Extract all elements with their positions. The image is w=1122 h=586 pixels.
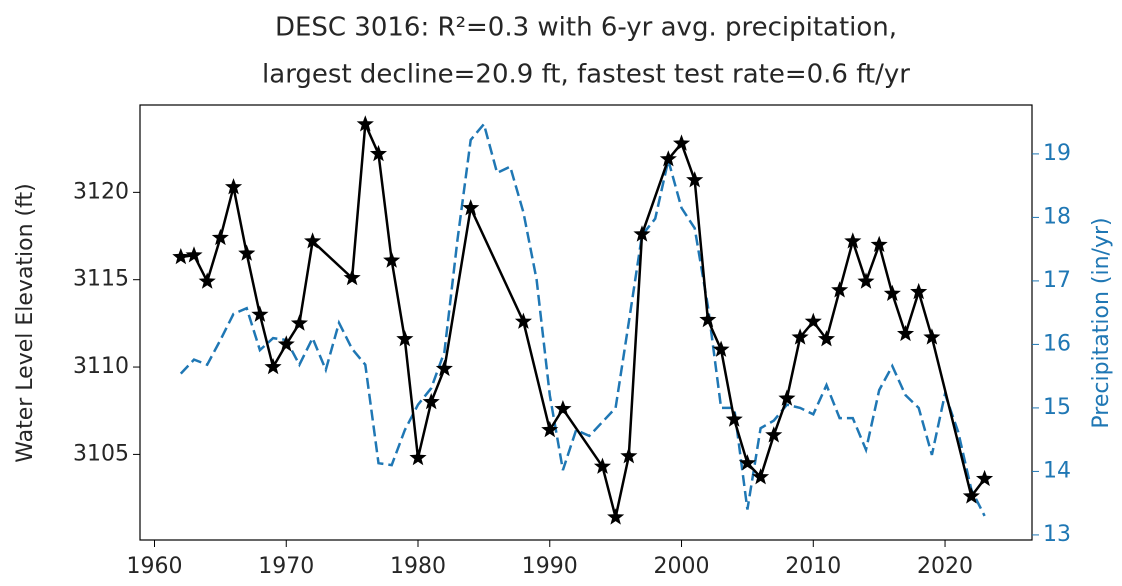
star-marker <box>593 457 611 474</box>
star-marker <box>804 312 822 329</box>
plot-frame <box>139 104 1033 541</box>
star-marker <box>844 232 862 249</box>
star-marker <box>356 115 374 132</box>
star-marker <box>699 310 717 328</box>
star-marker <box>910 282 928 300</box>
star-marker <box>238 244 256 261</box>
star-marker <box>172 248 190 265</box>
x-tick-label: 1970 <box>258 554 314 579</box>
y2-tick-label: 19 <box>1043 141 1071 166</box>
star-marker <box>211 228 229 246</box>
x-tick-label: 2010 <box>785 554 841 579</box>
star-marker <box>422 393 440 410</box>
star-marker <box>791 328 809 345</box>
star-marker <box>857 272 875 289</box>
star-marker <box>225 178 243 195</box>
star-marker <box>277 335 295 352</box>
star-marker <box>752 468 770 485</box>
y2-tick-label: 16 <box>1043 331 1071 356</box>
chart-subtitle: largest decline=20.9 ft, fastest test ra… <box>262 60 910 90</box>
y-tick-label: 3105 <box>73 441 129 466</box>
star-marker <box>185 246 203 263</box>
star-marker <box>290 314 308 331</box>
star-marker <box>554 400 572 417</box>
star-marker <box>514 312 532 329</box>
star-marker <box>541 420 559 438</box>
star-marker <box>396 330 414 347</box>
y2-tick-label: 15 <box>1043 395 1071 420</box>
star-marker <box>251 305 269 322</box>
star-marker <box>870 235 888 252</box>
star-marker <box>738 454 756 471</box>
x-tick-label: 2000 <box>654 554 710 579</box>
series-line <box>179 121 986 517</box>
y2-tick-label: 13 <box>1043 522 1071 547</box>
y2-tick-label: 17 <box>1043 268 1071 293</box>
y2-tick-label: 14 <box>1043 458 1071 483</box>
x-tick-label: 1990 <box>522 554 578 579</box>
y2-axis-label: Precipitation (in/yr) <box>1089 217 1114 428</box>
y-tick-label: 3110 <box>73 354 129 379</box>
star-marker <box>462 199 480 216</box>
star-marker <box>198 272 216 289</box>
x-tick-label: 2020 <box>917 554 973 579</box>
star-marker <box>264 358 282 375</box>
star-marker <box>831 281 849 298</box>
star-marker <box>897 324 915 342</box>
star-marker <box>923 328 941 345</box>
y2-tick-label: 18 <box>1043 204 1071 229</box>
star-marker <box>435 359 453 377</box>
star-marker <box>712 340 730 357</box>
star-marker <box>659 150 677 167</box>
star-marker <box>607 508 625 525</box>
star-marker <box>976 469 994 487</box>
star-marker <box>633 225 651 242</box>
x-tick-label: 1980 <box>390 554 446 579</box>
series-line <box>180 123 986 518</box>
star-marker <box>620 447 638 464</box>
star-marker <box>883 284 901 301</box>
star-marker <box>369 144 387 162</box>
star-marker <box>765 426 783 443</box>
star-marker <box>343 269 361 286</box>
chart-title: DESC 3016: R²=0.3 with 6-yr avg. precipi… <box>275 13 897 43</box>
star-marker <box>817 330 835 347</box>
star-marker <box>383 251 401 268</box>
star-marker <box>304 232 322 249</box>
x-tick-label: 1960 <box>126 554 182 579</box>
star-marker <box>686 171 704 188</box>
y-axis-label: Water Level Elevation (ft) <box>13 183 38 462</box>
star-marker <box>778 389 796 406</box>
star-marker <box>673 134 691 151</box>
y-tick-label: 3120 <box>73 179 129 204</box>
star-marker <box>725 410 743 427</box>
star-marker <box>962 487 980 504</box>
y-tick-label: 3115 <box>73 267 129 292</box>
star-marker <box>409 448 427 466</box>
